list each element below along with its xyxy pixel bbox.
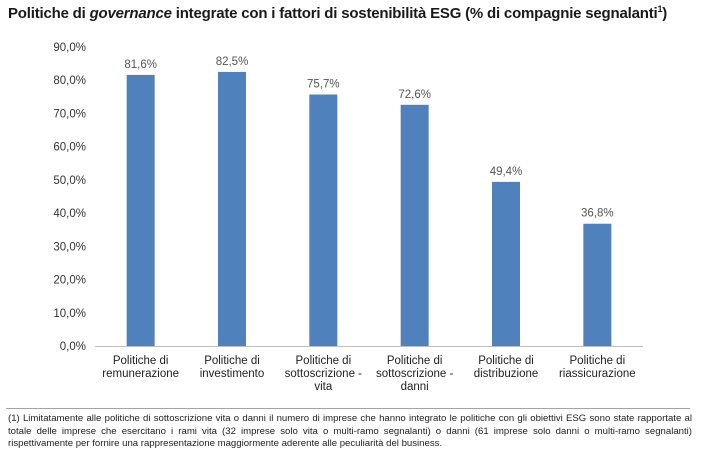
data-label: 81,6% [124, 59, 157, 71]
y-tick-label: 70,0% [53, 108, 86, 120]
data-label: 72,6% [398, 89, 431, 101]
title-part-1: Politiche di [8, 5, 90, 22]
x-category-label: danni [401, 381, 429, 393]
x-category-label: Politiche di [570, 355, 626, 367]
bar [218, 71, 246, 347]
title-part-4: ) [662, 5, 668, 22]
x-category-label: investimento [200, 368, 265, 380]
y-tick-label: 90,0% [53, 42, 86, 54]
title-part-3: integrate con i fattori di sostenibilità… [171, 5, 658, 22]
x-category-label: sottoscrizione - [376, 368, 454, 380]
chart-title: Politiche di governance integrate con i … [8, 4, 698, 22]
x-category-label: Politiche di [387, 355, 443, 367]
y-tick-label: 10,0% [53, 308, 86, 320]
footnote-divider [6, 408, 690, 409]
title-part-italic: governance [89, 5, 172, 22]
y-tick-label: 0,0% [60, 341, 86, 353]
y-tick-label: 60,0% [53, 142, 86, 154]
bar [126, 74, 155, 346]
y-tick-label: 40,0% [53, 208, 86, 220]
data-label: 49,4% [490, 166, 523, 178]
x-category-label: remunerazione [102, 368, 179, 380]
bar-chart: 0,0% 10,0% 20,0% 30,0% 40,0% 50,0% 60,0% 70,0% 8… [53, 42, 643, 393]
data-label: 36,8% [581, 208, 614, 220]
data-label: 75,7% [307, 79, 340, 91]
x-category-label: vita [314, 381, 333, 393]
bar [583, 223, 612, 346]
x-category-label: Politiche di [296, 355, 352, 367]
data-label: 82,5% [216, 56, 249, 68]
y-tick-label: 50,0% [53, 175, 86, 187]
y-tick-label: 80,0% [53, 75, 86, 87]
bar [309, 94, 338, 346]
x-category-label: Politiche di [204, 355, 260, 367]
footnote: (1) Limitatamente alle politiche di sott… [8, 413, 692, 449]
bar [400, 104, 429, 346]
y-tick-label: 30,0% [53, 241, 86, 253]
title-footnote-mark: 1 [657, 4, 663, 14]
x-category-label: Politiche di [113, 355, 169, 367]
x-category-label: distribuzione [474, 368, 539, 380]
bar [492, 181, 520, 346]
y-tick-label: 20,0% [53, 275, 86, 287]
x-category-label: riassicurazione [559, 368, 636, 380]
x-category-label: Politiche di [478, 355, 534, 367]
x-category-label: sottoscrizione - [285, 368, 363, 380]
